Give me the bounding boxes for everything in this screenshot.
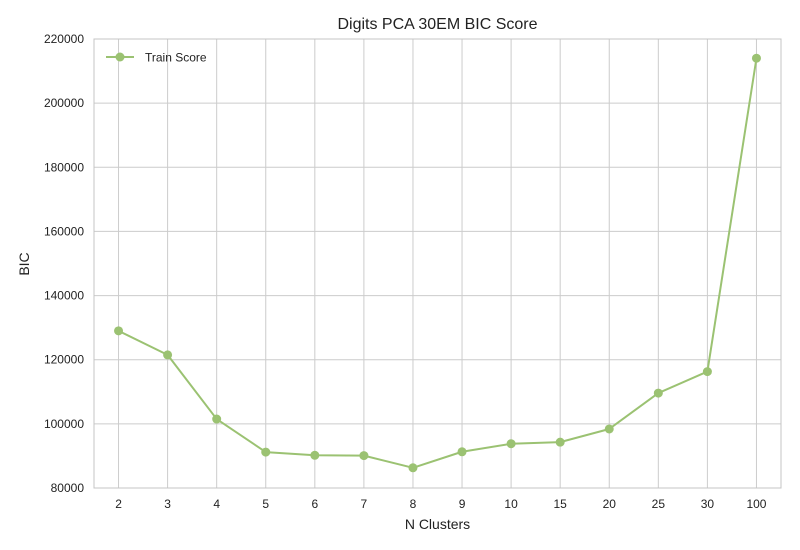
- y-tick-label: 160000: [44, 224, 84, 238]
- x-tick-label: 25: [652, 497, 666, 511]
- x-tick-label: 20: [603, 497, 617, 511]
- x-tick-label: 2: [115, 497, 122, 511]
- plot-frame: [93, 38, 782, 489]
- data-point: [604, 424, 614, 434]
- y-tick-label: 100000: [44, 417, 84, 431]
- x-tick-label: 6: [311, 497, 318, 511]
- x-tick-label: 10: [504, 497, 518, 511]
- grid-lines: [94, 38, 781, 489]
- data-point: [359, 451, 369, 461]
- data-point: [457, 447, 467, 457]
- data-point: [506, 439, 516, 449]
- x-tick-label: 100: [746, 497, 766, 511]
- legend-marker-train-score: [115, 52, 125, 62]
- data-point: [555, 437, 565, 447]
- data-point: [702, 367, 712, 377]
- x-tick-label: 15: [553, 497, 567, 511]
- x-tick-label: 30: [701, 497, 715, 511]
- data-point: [310, 450, 320, 460]
- data-point: [163, 350, 173, 360]
- x-tick-label: 9: [459, 497, 466, 511]
- x-tick-label: 8: [410, 497, 417, 511]
- y-axis-label: BIC: [16, 252, 32, 275]
- series-line-train-score: [118, 58, 758, 469]
- data-point: [408, 463, 418, 473]
- x-tick-label: 5: [262, 497, 269, 511]
- y-tick-label: 80000: [51, 481, 85, 495]
- y-tick-label: 220000: [44, 32, 84, 46]
- series-layer: [114, 53, 761, 473]
- data-point: [212, 414, 222, 424]
- y-tick-label: 120000: [44, 353, 84, 367]
- legend-label-train-score: Train Score: [145, 51, 207, 65]
- x-tick-label: 7: [361, 497, 368, 511]
- x-tick-label: 4: [213, 497, 220, 511]
- chart-title: Digits PCA 30EM BIC Score: [337, 16, 537, 33]
- y-tick-label: 200000: [44, 96, 84, 110]
- y-tick-label: 180000: [44, 160, 84, 174]
- x-tick-label: 3: [164, 497, 171, 511]
- data-point: [114, 326, 124, 336]
- tick-labels: 80000 100000 120000 140000 160000 180000 20000…: [44, 32, 767, 511]
- legend: Train Score: [106, 51, 207, 65]
- data-point: [653, 388, 663, 398]
- data-point: [261, 447, 271, 457]
- data-point: [751, 53, 761, 63]
- x-axis-label: N Clusters: [405, 516, 470, 532]
- y-tick-label: 140000: [44, 289, 84, 303]
